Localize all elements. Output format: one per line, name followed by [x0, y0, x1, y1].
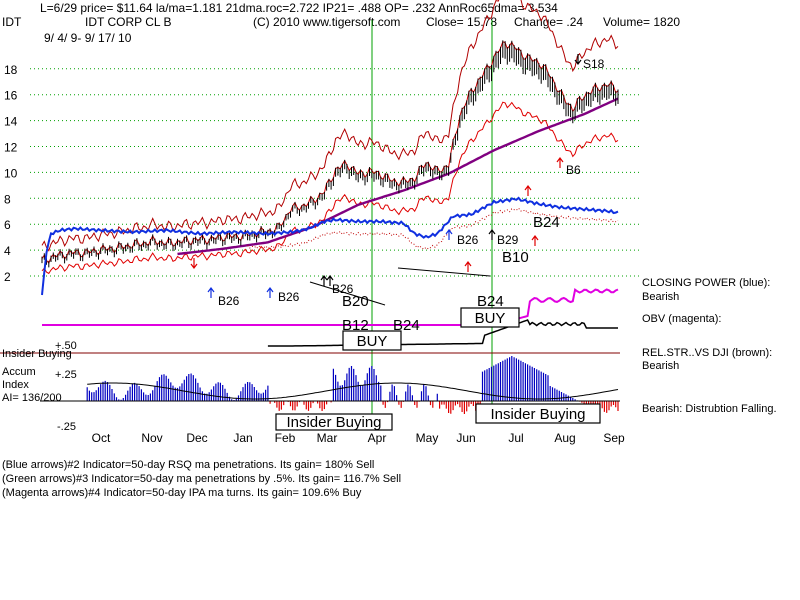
- signal-b26-4: B26: [457, 233, 479, 247]
- buy-arrow-icon: [556, 157, 564, 168]
- buy-box-2-label: BUY: [475, 310, 506, 327]
- buy-arrow-icon: [445, 229, 453, 240]
- middle-band: [41, 41, 619, 265]
- relstr-line: [267, 319, 618, 347]
- signal-b6: B6: [566, 163, 581, 177]
- sell-arrow-icon: [574, 54, 582, 65]
- header-date-range: 9/ 4/ 9- 9/ 17/ 10: [44, 31, 132, 45]
- y-axis-ticks: 2 4 6 8 10 12 14 16 18: [4, 63, 18, 284]
- buy-arrow-icon: [524, 185, 532, 196]
- label-closing-power: CLOSING POWER (blue):: [642, 277, 770, 289]
- month-label-jun: Jun: [456, 431, 475, 445]
- signal-arrows: [190, 54, 582, 298]
- y-tick-label: 16: [4, 89, 18, 103]
- footer-line-1: (Blue arrows)#2 Indicator=50-day RSQ ma …: [2, 459, 375, 471]
- month-label-oct: Oct: [92, 431, 111, 445]
- accum-positive-bars: [86, 356, 578, 401]
- month-label-may: May: [416, 431, 439, 445]
- signal-b12: B12: [342, 317, 369, 334]
- month-label-nov: Nov: [141, 431, 162, 445]
- month-label-apr: Apr: [368, 431, 387, 445]
- y-tick-label: 18: [4, 63, 18, 77]
- y-tick-label: 4: [4, 244, 11, 258]
- header-change: Change= .24: [514, 15, 583, 29]
- signal-b20: B20: [342, 293, 369, 310]
- closing-power-line: [41, 196, 619, 296]
- signal-b24-1: B24: [393, 317, 420, 334]
- label-obv: OBV (magenta):: [642, 313, 721, 325]
- signal-s18: S18: [583, 57, 605, 71]
- label-accum-state: Bearish: Distrubtion Falling.: [642, 403, 777, 415]
- y-tick-label: 2: [4, 270, 11, 284]
- label-plus50: +.50: [55, 340, 77, 352]
- x-axis-months: Oct Nov Dec Jan Feb Mar Apr May Jun Jul Aug Sep: [92, 431, 625, 445]
- trendline-2: [397, 267, 491, 277]
- buy-arrow-icon: [531, 235, 539, 246]
- month-label-aug: Aug: [554, 431, 575, 445]
- insider-box-2-label: Insider Buying: [490, 406, 585, 423]
- label-plus25: +.25: [55, 369, 77, 381]
- signal-b26-2: B26: [278, 290, 300, 304]
- label-accum: Accum: [2, 366, 36, 378]
- accum-ma-line: [87, 382, 619, 400]
- header-close: Close= 15.78: [426, 15, 497, 29]
- label-closing-power-state: Bearish: [642, 291, 679, 303]
- header-company: IDT CORP CL B: [85, 15, 171, 29]
- signal-b29: B29: [497, 233, 519, 247]
- insider-box-2: [475, 403, 601, 424]
- buy-arrow-icon: [326, 275, 334, 286]
- obv-line: [42, 287, 619, 326]
- label-relstr: REL.STR..VS DJI (brown):: [642, 347, 772, 359]
- buy-box-1: [342, 330, 402, 351]
- buy-box-1-label: BUY: [357, 333, 388, 350]
- month-label-sep: Sep: [603, 431, 625, 445]
- buy-box-2: [460, 307, 520, 328]
- header-ticker: IDT: [2, 15, 22, 29]
- footer-line-2: (Green arrows)#3 Indicator=50-day ma pen…: [2, 473, 402, 485]
- insider-box-1: [275, 413, 393, 431]
- signal-b10: B10: [502, 249, 529, 266]
- trendline-1: [309, 281, 386, 306]
- buy-arrow-icon: [464, 261, 472, 272]
- y-tick-label: 12: [4, 141, 18, 155]
- header-copyright: (C) 2010 www.tigersoft.com: [253, 15, 400, 29]
- label-relstr-state: Bearish: [642, 360, 679, 372]
- price-bars: [41, 40, 619, 268]
- buy-arrow-icon: [320, 275, 328, 286]
- closing-power-ma: [247, 207, 619, 250]
- month-label-jul: Jul: [508, 431, 523, 445]
- header-volume: Volume= 1820: [603, 15, 680, 29]
- lower-band: [41, 101, 619, 275]
- price-bar-path: [41, 40, 619, 268]
- y-tick-label: 6: [4, 218, 11, 232]
- insider-box-1-label: Insider Buying: [286, 414, 381, 431]
- footer-line-3: (Magenta arrows)#4 Indicator=50-day IPA …: [2, 487, 362, 499]
- buy-arrow-icon: [207, 287, 215, 298]
- month-label-dec: Dec: [186, 431, 207, 445]
- sell-arrow-icon: [190, 258, 198, 269]
- y-tick-label: 10: [4, 166, 18, 180]
- footer: (Blue arrows)#2 Indicator=50-day RSQ ma …: [2, 458, 401, 500]
- month-label-jan: Jan: [233, 431, 252, 445]
- accum-index-bars: [86, 356, 619, 414]
- label-minus25: -.25: [57, 421, 76, 433]
- signal-b24-2: B24: [477, 293, 504, 310]
- month-label-feb: Feb: [275, 431, 296, 445]
- signal-b24-3: B24: [533, 214, 560, 231]
- label-ai: AI= 136/200: [2, 392, 62, 404]
- y-tick-label: 14: [4, 115, 18, 129]
- month-label-mar: Mar: [317, 431, 338, 445]
- upper-band: [41, 0, 619, 252]
- signal-b26-3: B26: [332, 282, 354, 296]
- signal-b26-1: B26: [218, 294, 240, 308]
- ma50-line: [177, 97, 619, 256]
- header-line1: L=6/29 price= $11.64 la/ma=1.181 21dma.r…: [40, 1, 558, 15]
- label-index: Index: [2, 379, 29, 391]
- buy-arrow-icon: [488, 229, 496, 240]
- y-tick-label: 8: [4, 192, 11, 206]
- label-insider: Insider Buying: [2, 348, 72, 360]
- buy-arrow-icon: [266, 287, 274, 298]
